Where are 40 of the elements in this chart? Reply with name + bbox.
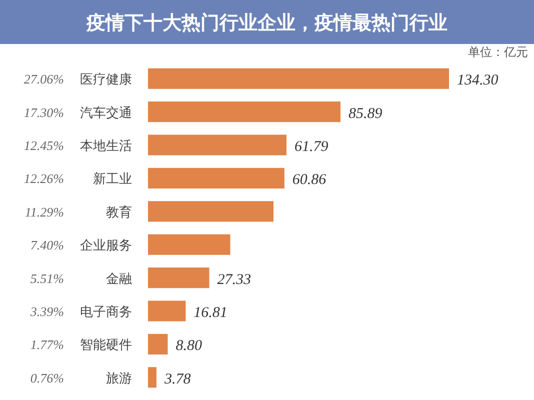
y-tick-label: 智能硬件 bbox=[80, 338, 132, 354]
data-label: 3.78 bbox=[163, 371, 192, 388]
y-tick-label: 金融 bbox=[106, 272, 132, 287]
data-label: 27.33 bbox=[217, 272, 252, 288]
data-label: 60.86 bbox=[292, 172, 327, 188]
text: 3.39% bbox=[29, 304, 64, 319]
bar bbox=[148, 201, 274, 222]
text: 12.45% bbox=[24, 138, 64, 153]
bar bbox=[148, 367, 156, 388]
bar bbox=[148, 68, 449, 89]
text: 5.51% bbox=[30, 270, 64, 286]
y-tick-label: 教育 bbox=[106, 204, 132, 220]
text: 17.30% bbox=[24, 104, 64, 120]
text: 27.06% bbox=[24, 72, 64, 87]
bar bbox=[148, 300, 186, 322]
text: 1.77% bbox=[30, 337, 64, 352]
chart-title: 疫情下十大热门行业企业，疫情最热门行业 bbox=[86, 12, 448, 34]
y-tick-label: 新工业 bbox=[93, 172, 132, 188]
bar bbox=[148, 102, 340, 122]
data-label: 8.80 bbox=[176, 338, 202, 354]
y-tick-label: 电子商务 bbox=[80, 305, 132, 320]
text: 11.29% bbox=[24, 204, 64, 220]
data-label: 85.89 bbox=[348, 106, 383, 122]
y-tick-label: 旅游 bbox=[106, 371, 132, 386]
text: 7.40% bbox=[30, 238, 64, 253]
bar bbox=[148, 334, 168, 354]
bar bbox=[148, 234, 230, 255]
y-tick-label: 汽车交通 bbox=[80, 104, 132, 121]
y-tick-label: 本地生活 bbox=[80, 139, 132, 154]
bar bbox=[148, 168, 284, 188]
bar bbox=[148, 268, 210, 288]
text: 12.26% bbox=[24, 171, 64, 186]
y-tick-label: 医疗健康 bbox=[80, 72, 132, 88]
bar bbox=[148, 134, 286, 156]
text: 0.76% bbox=[30, 370, 64, 386]
data-label: 16.81 bbox=[194, 305, 228, 321]
y-tick-label: 企业服务 bbox=[80, 238, 132, 254]
text: 单位：亿元 bbox=[468, 45, 528, 59]
data-label: 134.30 bbox=[457, 72, 499, 89]
data-label: 61.79 bbox=[294, 139, 329, 155]
